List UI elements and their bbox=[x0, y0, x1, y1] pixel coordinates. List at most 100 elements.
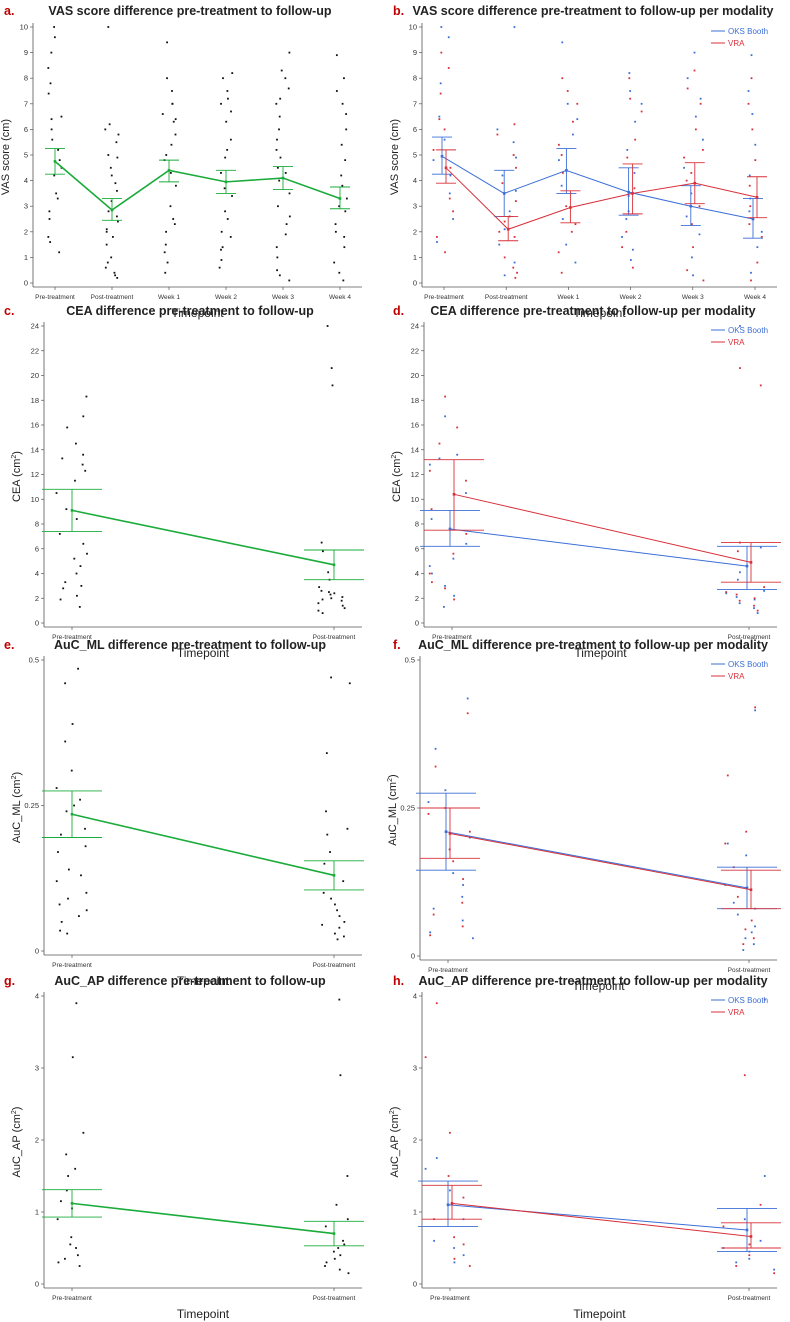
x-tick-label: Pre-treatment bbox=[428, 967, 468, 974]
mean-marker bbox=[444, 166, 448, 170]
data-point-vra bbox=[690, 223, 693, 226]
mean-marker bbox=[565, 169, 568, 172]
data-point-oks bbox=[572, 133, 574, 136]
data-point-vra bbox=[690, 172, 693, 174]
data-point-oks bbox=[621, 236, 623, 238]
data-point-vra bbox=[432, 913, 435, 916]
y-tick-label: 14 bbox=[411, 445, 419, 454]
data-point-oks bbox=[444, 415, 447, 418]
data-point-vra bbox=[685, 179, 688, 182]
data-point-vra bbox=[452, 210, 454, 213]
panel-letter: e. bbox=[4, 638, 14, 652]
data-point-vra bbox=[439, 92, 442, 95]
y-tick-label: 2 bbox=[35, 1136, 39, 1145]
data-point bbox=[221, 246, 224, 249]
data-point bbox=[276, 256, 279, 259]
data-point bbox=[275, 148, 278, 151]
data-point-oks bbox=[626, 148, 629, 151]
data-point bbox=[55, 492, 58, 494]
panel-b: b. VAS score difference pre-treatment to … bbox=[389, 4, 777, 320]
series-line-vra bbox=[453, 493, 752, 563]
x-tick-label: Post-treatment bbox=[485, 294, 528, 301]
data-point bbox=[335, 90, 338, 92]
data-point-vra bbox=[686, 269, 689, 272]
mean-marker bbox=[745, 886, 749, 890]
data-point-vra bbox=[724, 842, 727, 845]
x-tick-label: Pre-treatment bbox=[35, 294, 75, 301]
data-point-vra bbox=[698, 205, 701, 208]
y-axis-label: AuC_AP (cm2) bbox=[11, 1107, 23, 1178]
data-point-vra bbox=[748, 1254, 751, 1257]
y-tick-label: 0.5 bbox=[405, 656, 415, 665]
data-point-vra bbox=[498, 230, 501, 233]
data-point bbox=[50, 51, 53, 54]
data-point bbox=[60, 921, 63, 923]
chart-title: AuC_AP difference pre-treatment to follo… bbox=[418, 974, 767, 988]
data-point-vra bbox=[759, 1203, 762, 1206]
data-point bbox=[223, 187, 226, 190]
y-tick-label: 0.25 bbox=[400, 804, 415, 813]
x-tick-label: Pre-treatment bbox=[424, 294, 464, 301]
data-point-oks bbox=[702, 138, 704, 141]
data-point-oks bbox=[756, 246, 759, 249]
data-point-oks bbox=[428, 463, 431, 466]
y-axis-label-close: ) bbox=[11, 772, 23, 776]
data-point bbox=[166, 77, 168, 80]
data-point bbox=[79, 565, 82, 567]
data-point-vra bbox=[513, 236, 516, 238]
data-point bbox=[288, 215, 291, 218]
mean-marker bbox=[448, 527, 452, 531]
data-point bbox=[279, 97, 282, 100]
x-tick-label: Pre-treatment bbox=[432, 634, 472, 641]
data-point bbox=[341, 596, 344, 598]
data-point bbox=[277, 205, 279, 208]
data-point bbox=[166, 41, 168, 44]
data-point bbox=[278, 115, 281, 118]
data-point-vra bbox=[621, 246, 623, 249]
data-point bbox=[58, 903, 61, 906]
data-point bbox=[50, 128, 53, 131]
y-tick-label: 2 bbox=[415, 594, 419, 603]
data-point bbox=[66, 426, 69, 429]
y-tick-label: 16 bbox=[411, 421, 419, 430]
data-point-vra bbox=[560, 154, 563, 156]
data-point-vra bbox=[753, 597, 756, 600]
data-point bbox=[70, 769, 73, 772]
data-point bbox=[86, 552, 88, 555]
data-point bbox=[171, 102, 174, 105]
data-point bbox=[342, 279, 345, 282]
data-point-oks bbox=[566, 102, 569, 105]
data-point bbox=[57, 148, 60, 151]
data-point-vra bbox=[625, 230, 628, 233]
data-point-oks bbox=[503, 228, 506, 231]
data-point-oks bbox=[750, 271, 752, 274]
data-point-vra bbox=[462, 878, 464, 880]
data-point bbox=[326, 833, 329, 836]
data-point bbox=[328, 591, 330, 593]
y-tick-label: 20 bbox=[411, 371, 419, 380]
y-tick-label: 20 bbox=[31, 371, 39, 380]
mean-marker bbox=[110, 208, 114, 212]
data-point bbox=[104, 266, 107, 269]
data-point bbox=[107, 26, 110, 28]
y-tick-label: 6 bbox=[413, 125, 417, 134]
data-point-oks bbox=[683, 166, 686, 169]
legend-label: OKS Booth bbox=[728, 660, 768, 669]
data-point-vra bbox=[754, 706, 757, 709]
data-point-oks bbox=[561, 41, 564, 44]
y-tick-label: 1 bbox=[24, 253, 28, 262]
data-point bbox=[110, 174, 113, 177]
data-point-vra bbox=[496, 133, 499, 136]
x-tick-label: Post-treatment bbox=[728, 634, 771, 641]
data-point bbox=[74, 479, 76, 482]
data-point-oks bbox=[448, 192, 451, 195]
data-point bbox=[330, 676, 333, 679]
data-point bbox=[345, 113, 348, 115]
series-line-oks-booth bbox=[441, 155, 754, 220]
data-point bbox=[59, 598, 62, 601]
data-point-vra bbox=[749, 205, 752, 208]
data-point-oks bbox=[690, 192, 693, 195]
data-point bbox=[332, 1250, 335, 1253]
data-point bbox=[343, 77, 345, 80]
data-point-oks bbox=[471, 937, 474, 940]
